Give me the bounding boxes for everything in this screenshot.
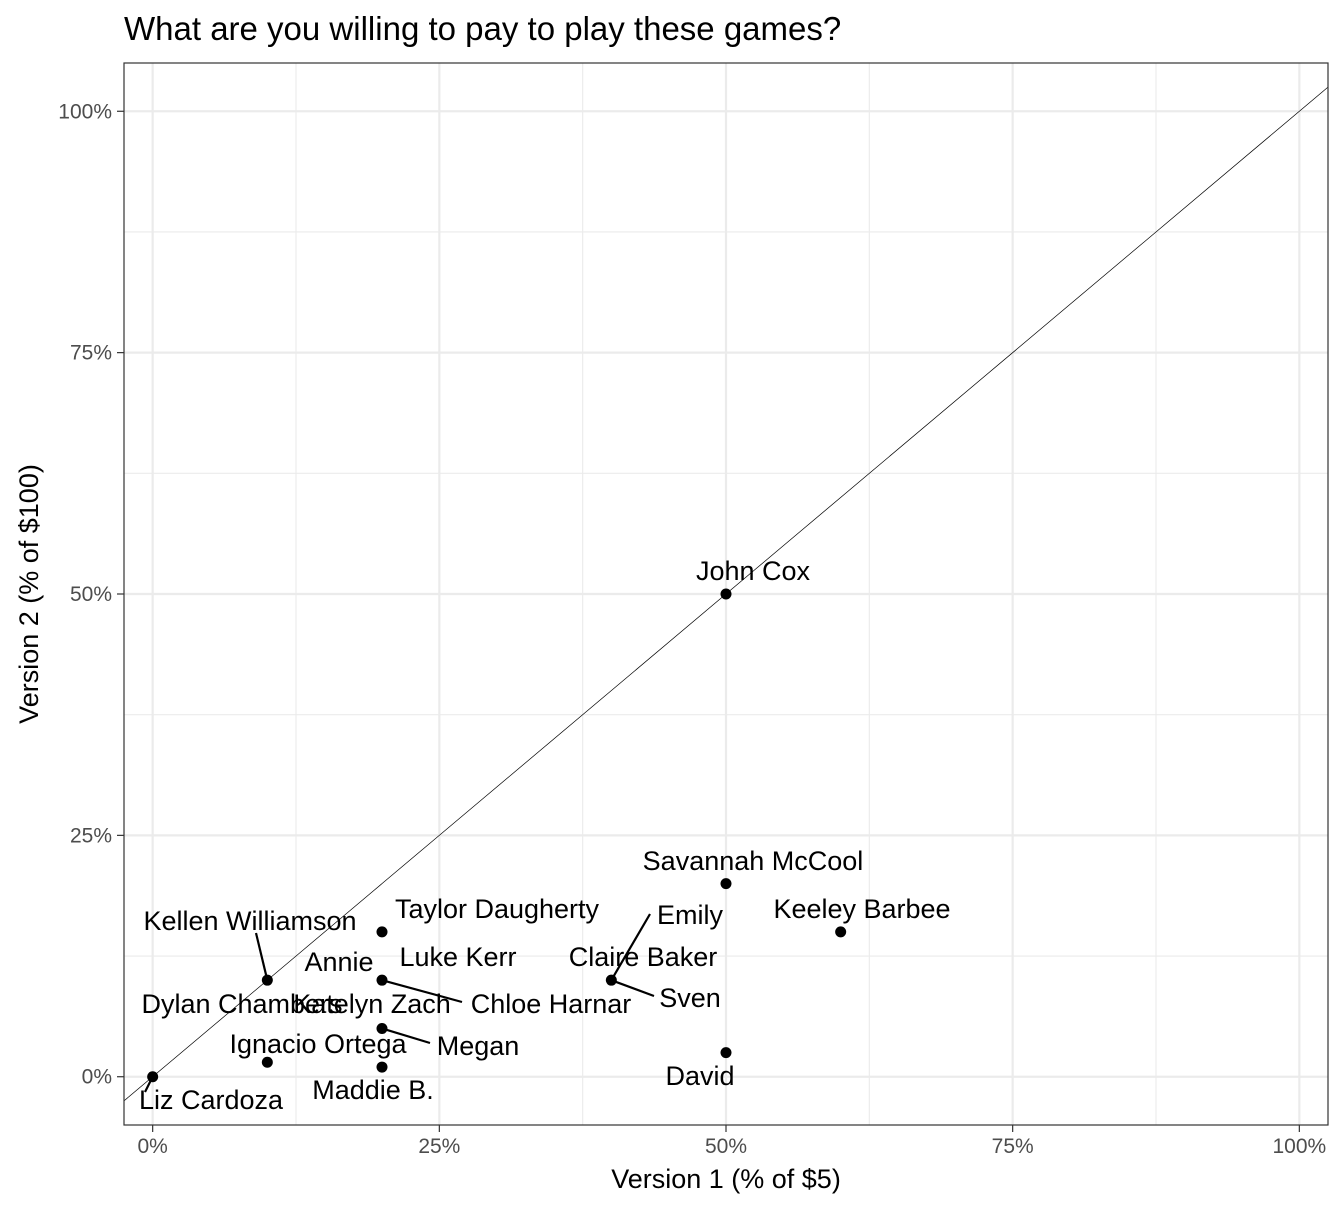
x-tick-label: 0% <box>137 1135 167 1158</box>
x-tick-label: 25% <box>418 1135 460 1158</box>
point-label: Ignacio Ortega <box>229 1029 407 1059</box>
point-labels: John Cox Savannah McCool Keeley Barbee Tayl… <box>139 556 951 1115</box>
point-label: David <box>665 1061 734 1091</box>
data-point <box>261 974 273 986</box>
data-point <box>835 926 847 938</box>
y-tick-label: 100% <box>58 100 112 123</box>
x-tick-label: 50% <box>705 1135 747 1158</box>
x-tick-label: 100% <box>1272 1135 1326 1158</box>
point-label: Sven <box>659 983 721 1013</box>
y-axis-title: Version 2 (% of $100) <box>14 464 44 724</box>
y-tick-label: 25% <box>70 824 112 847</box>
y-tick-label: 50% <box>70 583 112 606</box>
data-point <box>720 588 732 600</box>
data-points <box>147 588 847 1083</box>
point-label: Claire Baker <box>569 942 718 972</box>
point-label: Emily <box>657 900 723 930</box>
data-point <box>720 878 732 890</box>
point-label: Taylor Daugherty <box>395 894 600 924</box>
x-axis-ticks: 0% 25% 50% 75% 100% <box>137 1125 1326 1158</box>
point-label: Annie <box>304 947 373 977</box>
leader-line <box>610 913 651 981</box>
leader-line <box>381 979 463 1004</box>
data-point <box>720 1047 732 1059</box>
data-point <box>376 1061 388 1073</box>
point-label: Savannah McCool <box>643 846 864 876</box>
point-label: John Cox <box>696 556 811 586</box>
point-label: Maddie B. <box>312 1075 434 1105</box>
data-point <box>376 974 388 986</box>
point-label: Chloe Harnar <box>471 989 632 1019</box>
data-point <box>376 926 388 938</box>
point-label: Katelyn Zach <box>293 989 451 1019</box>
point-label: Keeley Barbee <box>773 894 950 924</box>
x-tick-label: 75% <box>992 1135 1034 1158</box>
leader-line <box>610 979 655 998</box>
point-label: Dylan Chambers <box>141 989 342 1019</box>
data-point <box>376 1022 388 1034</box>
data-point <box>605 974 617 986</box>
point-label: Megan <box>437 1031 520 1061</box>
point-label: Liz Cardoza <box>139 1085 284 1115</box>
label-leader-lines <box>144 913 655 1093</box>
data-point <box>147 1071 159 1083</box>
y-axis-ticks: 0% 25% 50% 75% 100% <box>58 100 124 1089</box>
major-gridlines <box>124 63 1328 1125</box>
y-tick-label: 75% <box>70 342 112 365</box>
x-axis-title: Version 1 (% of $5) <box>611 1164 841 1194</box>
y-tick-label: 0% <box>82 1066 112 1089</box>
data-point <box>261 1056 273 1068</box>
leader-line <box>254 932 269 981</box>
leader-line <box>381 1027 431 1045</box>
point-label: Luke Kerr <box>399 942 516 972</box>
point-label: Kellen Williamson <box>143 906 356 936</box>
chart-title: What are you willing to pay to play thes… <box>124 10 841 47</box>
